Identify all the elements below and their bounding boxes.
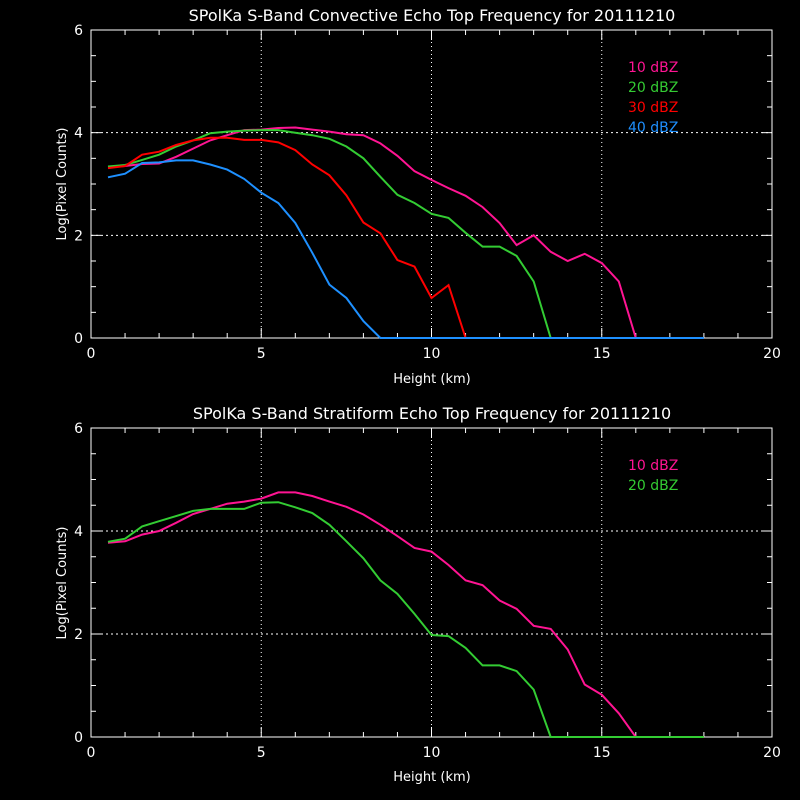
legend-entry: 10 dBZ xyxy=(628,458,678,474)
legend-entry: 20 dBZ xyxy=(628,478,678,494)
x-tick-label: 0 xyxy=(87,346,96,362)
x-tick-label: 20 xyxy=(763,346,781,362)
x-axis-label: Height (km) xyxy=(393,770,470,785)
chart-title: SPolKa S-Band Stratiform Echo Top Freque… xyxy=(193,404,671,423)
y-tick-label: 4 xyxy=(74,524,83,540)
legend-entry: 30 dBZ xyxy=(628,100,678,116)
x-tick-label: 0 xyxy=(87,745,96,761)
x-tick-label: 20 xyxy=(763,745,781,761)
x-tick-label: 15 xyxy=(593,745,611,761)
series-line-20-dbz xyxy=(107,501,704,738)
x-tick-label: 15 xyxy=(593,346,611,362)
plot-frame xyxy=(90,427,773,738)
legend-entry: 10 dBZ xyxy=(628,60,678,76)
y-tick-label: 0 xyxy=(74,730,83,746)
x-tick-label: 5 xyxy=(257,745,266,761)
plot-frame xyxy=(90,29,773,339)
y-tick-label: 6 xyxy=(74,23,83,39)
chart-title: SPolKa S-Band Convective Echo Top Freque… xyxy=(189,6,676,25)
legend-entry: 20 dBZ xyxy=(628,80,678,96)
y-tick-label: 4 xyxy=(74,126,83,142)
series-line-10-dbz xyxy=(107,491,704,738)
y-tick-label: 2 xyxy=(74,627,83,643)
y-axis-label: Log(Pixel Counts) xyxy=(55,128,70,241)
x-axis-label: Height (km) xyxy=(393,372,470,387)
legend-entry: 40 dBZ xyxy=(628,120,678,136)
series-line-10-dbz xyxy=(107,126,704,339)
stratiform-chart: SPolKa S-Band Stratiform Echo Top Freque… xyxy=(55,404,781,785)
y-tick-label: 6 xyxy=(74,421,83,437)
convective-chart: SPolKa S-Band Convective Echo Top Freque… xyxy=(55,6,781,387)
series-line-30-dbz xyxy=(107,136,704,339)
x-tick-label: 10 xyxy=(423,745,441,761)
x-tick-label: 5 xyxy=(257,346,266,362)
series-line-40-dbz xyxy=(107,159,704,339)
y-tick-label: 0 xyxy=(74,331,83,347)
x-tick-label: 10 xyxy=(423,346,441,362)
y-axis-label: Log(Pixel Counts) xyxy=(55,527,70,640)
y-tick-label: 2 xyxy=(74,228,83,244)
